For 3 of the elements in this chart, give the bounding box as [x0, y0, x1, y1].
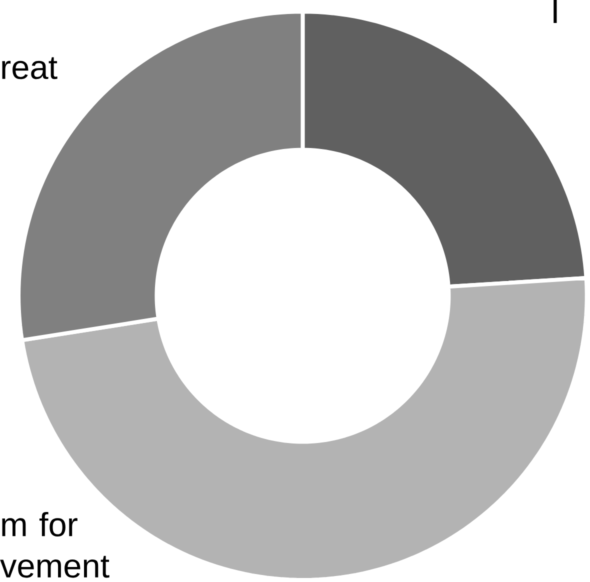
slice-label: reat [2, 57, 58, 80]
slice-label: I [554, 0, 557, 24]
slice-label: m for vement [0, 512, 110, 578]
